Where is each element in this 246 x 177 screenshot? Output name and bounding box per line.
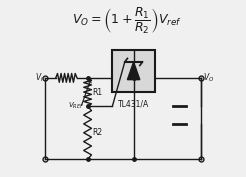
Bar [112,50,155,92]
Text: R1: R1 [92,88,102,96]
Text: R2: R2 [92,128,102,137]
Text: $V_I$: $V_I$ [35,72,43,84]
Text: $V_{REF}$: $V_{REF}$ [68,101,84,111]
Polygon shape [127,62,140,80]
Text: $V_O$: $V_O$ [203,72,214,84]
Text: $V_O = \left(1+\dfrac{R_1}{R_2}\right)V_{ref}$: $V_O = \left(1+\dfrac{R_1}{R_2}\right)V_… [72,6,182,36]
Text: TL431/A: TL431/A [118,99,149,108]
